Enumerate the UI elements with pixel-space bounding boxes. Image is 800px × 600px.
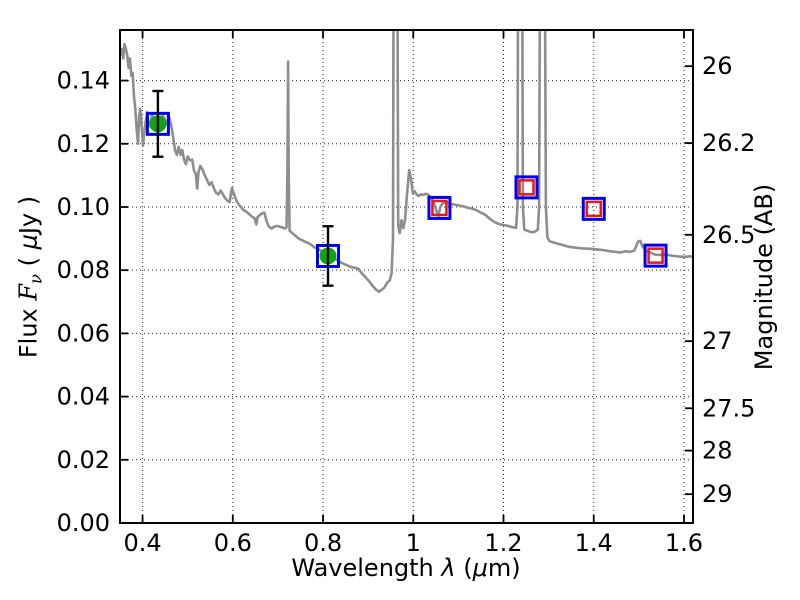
x-tick-label: 1.6 xyxy=(665,529,703,557)
model-band-inner-square-marker xyxy=(585,200,602,218)
model-band-outer-square-marker xyxy=(514,175,539,200)
axis-label-segment: μ xyxy=(472,554,488,582)
model-band-inner-square-marker xyxy=(518,179,535,196)
axis-label-segment: ( xyxy=(455,554,473,582)
model-band-outer-square-marker xyxy=(581,196,606,221)
y-tick-label-flux: 0.04 xyxy=(57,383,110,411)
y-tick-label-mag: 27.5 xyxy=(702,394,755,422)
axes-frame xyxy=(119,29,694,524)
y-tick-label-flux: 0.10 xyxy=(57,193,110,221)
model-band-inner-square-marker xyxy=(647,247,664,264)
axis-label-segment: Wavelength xyxy=(291,554,442,582)
x-tick-label: 1 xyxy=(406,529,421,557)
axis-label-segment: ν xyxy=(26,274,46,284)
y-tick-label-mag: 26 xyxy=(702,52,733,80)
model-band-inner-square-marker xyxy=(431,199,448,217)
x-tick-label: 0.4 xyxy=(123,529,161,557)
y-tick-label-flux: 0.06 xyxy=(57,319,110,347)
y-tick-label-flux: 0.14 xyxy=(57,67,110,95)
x-tick-label: 1.2 xyxy=(484,529,522,557)
errorbar xyxy=(152,89,164,158)
model-band-outer-square-marker xyxy=(643,243,668,268)
x-axis-label: Wavelength λ (μm) xyxy=(291,554,520,582)
axis-label-segment: m) xyxy=(487,554,521,582)
y-axis-label-flux: Flux Fν ( μJy ) xyxy=(15,196,46,358)
x-tick-label: 1.4 xyxy=(575,529,613,557)
axis-label-segment: F xyxy=(14,283,43,301)
model-spectrum-line xyxy=(120,30,693,294)
errorbar xyxy=(322,225,334,287)
ticks xyxy=(120,30,693,524)
axis-label-segment: λ xyxy=(441,554,456,582)
y-tick-label-flux: 0.00 xyxy=(57,509,110,537)
y-tick-label-flux: 0.08 xyxy=(57,256,110,284)
y-tick-label-mag: 26.2 xyxy=(702,129,755,157)
y-tick-label-mag: 26.5 xyxy=(702,221,755,249)
axis-label-segment: ( xyxy=(14,249,43,275)
axis-label-segment: μ xyxy=(14,234,43,250)
y-tick-label-mag: 29 xyxy=(702,480,733,508)
y-axis-label-magnitude: Magnitude (AB) xyxy=(750,183,778,371)
gridlines xyxy=(120,30,693,523)
model-band-outer-square-marker xyxy=(427,195,452,220)
x-tick-label: 0.8 xyxy=(304,529,342,557)
y-tick-label-mag: 27 xyxy=(702,327,733,355)
y-tick-label-flux: 0.02 xyxy=(57,446,110,474)
axis-label-segment: Jy ) xyxy=(14,195,43,235)
y-tick-label-mag: 28 xyxy=(702,437,733,465)
y-tick-label-flux: 0.12 xyxy=(57,130,110,158)
x-tick-label: 0.6 xyxy=(214,529,252,557)
axis-label-segment: Flux xyxy=(14,300,43,359)
